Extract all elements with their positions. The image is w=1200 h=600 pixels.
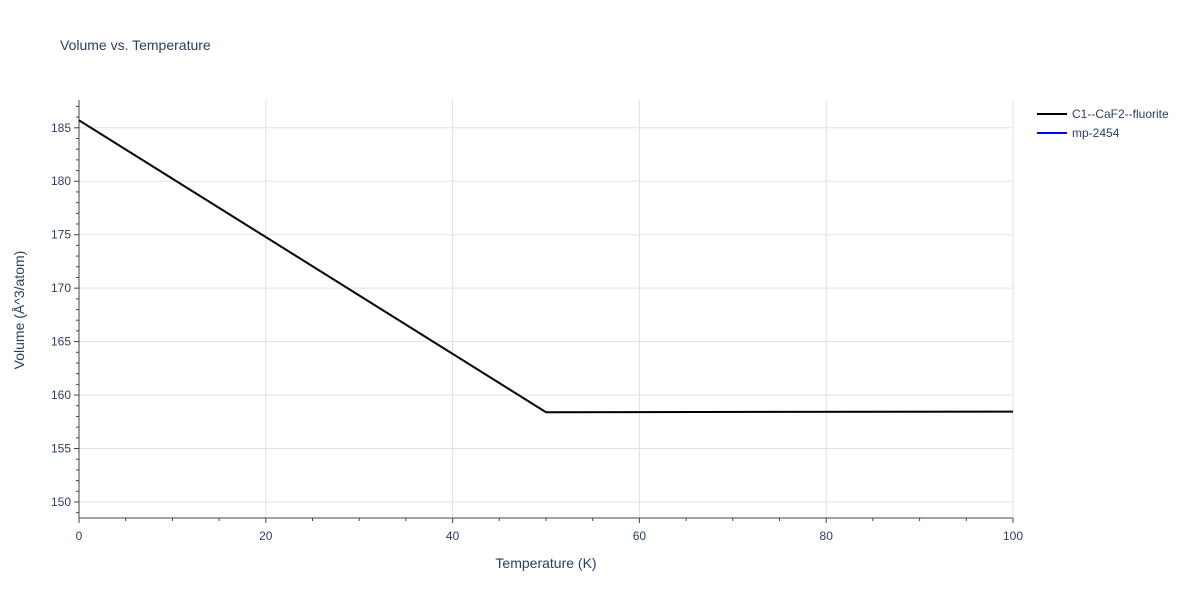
- grid: [79, 100, 1014, 518]
- x-tick-label: 40: [446, 529, 460, 543]
- legend-label: mp-2454: [1072, 126, 1120, 140]
- y-tick-label: 180: [51, 174, 71, 188]
- series-line-0: [78, 119, 1014, 414]
- x-axis-label: Temperature (K): [495, 555, 596, 571]
- x-tick-label: 100: [1003, 529, 1023, 543]
- x-tick-label: 80: [820, 529, 834, 543]
- legend-label: C1--CaF2--fluorite: [1072, 107, 1169, 121]
- legend[interactable]: C1--CaF2--fluorite mp-2454: [1037, 107, 1169, 140]
- x-tick-label: 0: [76, 529, 83, 543]
- y-tick-label: 160: [51, 388, 71, 402]
- axes: 0 20 40 60 80 100 150 155 160 165 170 175 180 185: [51, 100, 1023, 543]
- x-tick-label: 60: [633, 529, 647, 543]
- legend-item-0[interactable]: C1--CaF2--fluorite: [1037, 107, 1169, 121]
- y-tick-label: 150: [51, 495, 71, 509]
- y-tick-label: 155: [51, 442, 71, 456]
- chart-title: Volume vs. Temperature: [60, 37, 211, 53]
- y-tick-label: 185: [51, 121, 71, 135]
- legend-item-1[interactable]: mp-2454: [1037, 126, 1120, 140]
- series-layer: [78, 119, 1014, 414]
- y-tick-label: 175: [51, 228, 71, 242]
- y-tick-label: 165: [51, 335, 71, 349]
- x-tick-label: 20: [259, 529, 273, 543]
- y-axis-label: Volume (Å^3/atom): [11, 251, 27, 370]
- y-tick-label: 170: [51, 281, 71, 295]
